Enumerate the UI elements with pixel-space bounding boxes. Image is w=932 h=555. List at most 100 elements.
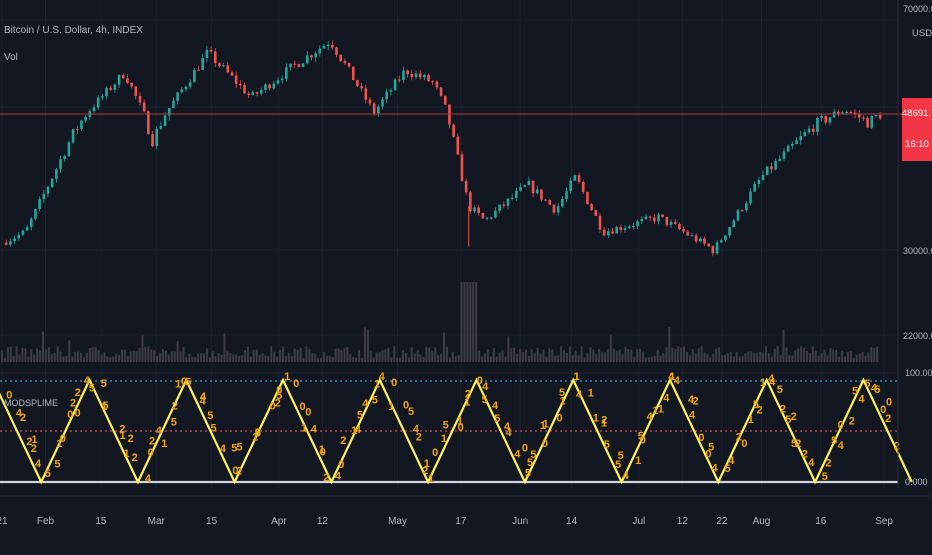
candle-body: [360, 86, 363, 89]
candle-body: [209, 49, 213, 52]
candle-body: [96, 97, 100, 108]
volume-bar: [372, 357, 375, 362]
candle-body: [853, 112, 857, 114]
volume-bar: [264, 355, 267, 362]
candle-body: [29, 218, 33, 228]
candle-body: [665, 216, 669, 225]
symbol-legend[interactable]: Bitcoin / U.S. Dollar, 4h, INDEX: [4, 25, 143, 36]
volume-bar: [759, 352, 762, 362]
digit-label: 0: [698, 432, 704, 444]
digit-label: 0: [522, 442, 528, 454]
candle-body: [381, 99, 384, 107]
volume-bar: [539, 353, 542, 362]
candle-body: [732, 220, 736, 228]
candle-body: [101, 96, 104, 98]
candle-body: [389, 90, 393, 92]
volume-bar: [630, 349, 633, 362]
candle-body: [272, 83, 276, 89]
volume-bar: [39, 350, 42, 362]
candle-body: [640, 218, 644, 222]
volume-bar: [814, 350, 817, 362]
time-tick-label: Aug: [753, 516, 771, 527]
volume-bar: [258, 355, 261, 362]
candle-body: [673, 221, 677, 224]
candle-body: [167, 108, 171, 116]
digit-label: 4: [838, 440, 845, 452]
volume-bar: [71, 356, 74, 362]
volume-bar: [232, 354, 235, 362]
candle-body: [782, 151, 786, 159]
time-tick-label: May: [388, 516, 407, 527]
volume-legend[interactable]: Vol: [4, 52, 18, 63]
digit-label: 1: [464, 396, 470, 408]
volume-bar: [603, 352, 606, 362]
time-tick-label: 14: [566, 516, 578, 527]
volume-bar: [481, 356, 484, 362]
volume-bar: [527, 355, 530, 362]
candle-body: [339, 54, 343, 62]
candle-body: [439, 87, 443, 96]
volume-bar: [100, 354, 103, 362]
volume-bar: [691, 349, 694, 362]
indicator-legend[interactable]: MODSPLIME: [4, 398, 59, 408]
digit-label: 4: [35, 458, 42, 470]
digit-label: 5: [822, 471, 828, 483]
digit-label: 5: [372, 394, 378, 406]
digit-label: 4: [623, 470, 630, 482]
candle-body: [816, 117, 819, 132]
candle-body: [632, 225, 635, 227]
time-tick-label: 12: [317, 516, 329, 527]
digit-label: 2: [416, 432, 422, 444]
volume-bar: [530, 349, 533, 362]
digit-label: 0: [293, 378, 299, 390]
volume-bar: [15, 346, 18, 362]
candle-body: [180, 89, 184, 93]
digit-label: 5: [103, 400, 109, 412]
candle-body: [828, 117, 832, 123]
digit-label: 2: [31, 443, 37, 455]
digit-label: 5: [482, 394, 488, 406]
candle-body: [795, 140, 798, 145]
candle-body: [113, 84, 117, 90]
digit-label: 0: [75, 407, 81, 419]
candle-body: [80, 120, 83, 130]
candle-body: [832, 111, 836, 118]
volume-bar: [533, 353, 536, 362]
digit-label: 5: [494, 413, 500, 425]
volume-bar: [674, 349, 677, 362]
volume-bar: [229, 352, 232, 362]
candle-body: [661, 214, 664, 217]
candle-body: [289, 63, 292, 68]
candle-body: [786, 145, 790, 152]
digit-label: 0: [276, 385, 282, 397]
volume-bar: [779, 354, 782, 362]
volume-bar: [463, 282, 466, 362]
digit-label: 4: [311, 424, 318, 436]
volume-bar: [150, 349, 153, 362]
digit-label: 1: [175, 378, 181, 390]
time-tick-label: 17: [455, 516, 467, 527]
volume-bar: [718, 347, 721, 362]
candle-body: [25, 227, 29, 231]
volume-bar: [876, 346, 879, 362]
digit-label: 5: [777, 384, 783, 396]
volume-bar: [665, 347, 668, 362]
volume-bar: [522, 351, 525, 362]
volume-bar: [428, 347, 431, 362]
volume-bar: [817, 355, 820, 362]
digit-label: 1: [301, 423, 307, 435]
candle-body: [443, 95, 447, 105]
digit-label: 4: [200, 392, 207, 404]
volume-bar: [302, 357, 305, 362]
candle-body: [724, 235, 727, 241]
candle-body: [581, 181, 585, 192]
digit-label: 5: [604, 439, 610, 451]
price-unit-label[interactable]: USD: [912, 28, 932, 39]
volume-bar: [109, 357, 112, 362]
candle-body: [845, 112, 848, 114]
volume-bar: [59, 351, 62, 362]
digit-label: 4: [220, 443, 227, 455]
digit-label: 5: [852, 385, 858, 397]
